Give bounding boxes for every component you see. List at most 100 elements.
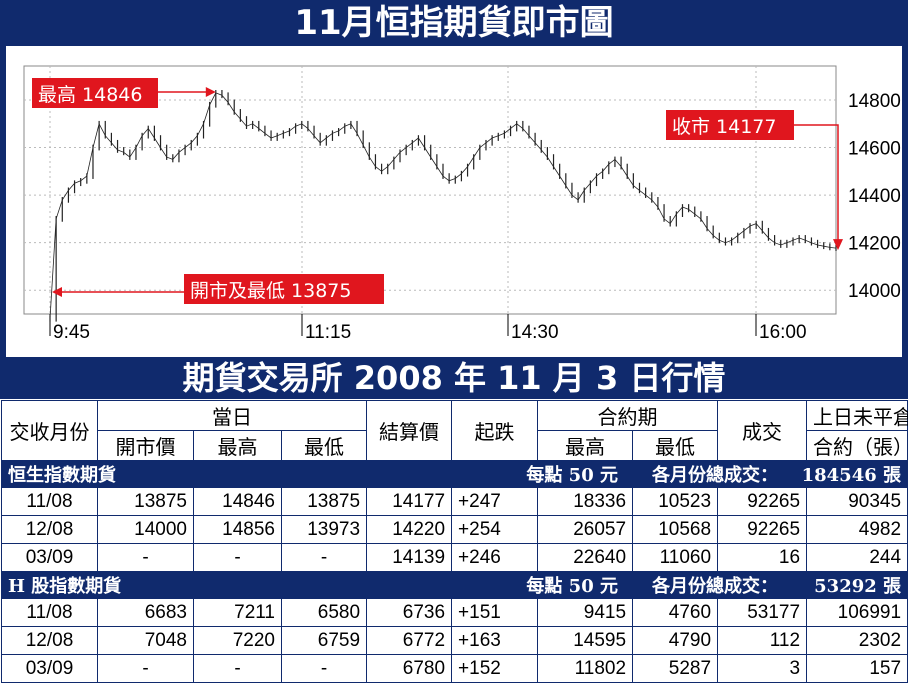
annotation-arrowhead-open-low [52,287,62,297]
table-title: 期貨交易所 2008 年 11 月 3 日行情 [0,357,908,399]
table-cell: 13973 [280,515,368,544]
section-header-content: H 股指數期貨 每點 50 元 各月份總成交： 53292 張 [8,572,901,598]
annotation-label-high: 最高 14846 [38,84,142,106]
header-cp-low: 最低 [632,430,719,461]
table-cell: - [193,543,282,572]
section-total-label: 各月份總成交： [652,576,778,597]
table-row: 11/08 13875 14846 13875 14177 +247 18336 10523 9… [1,487,908,516]
table-cell: 90345 [806,487,908,516]
table-cell: +246 [451,543,539,572]
table-cell: 6683 [97,598,194,627]
section-header-cell: 恒生指數期貨 每點 50 元 各月份總成交： 184546 張 [0,460,908,488]
table-cell: - [97,543,194,572]
header-contract-period: 合約期 [537,400,719,431]
table-cell: 5287 [632,654,719,683]
table-cell: +163 [451,626,539,655]
table-cell: 53177 [717,598,808,627]
table-cell: 13875 [280,487,368,516]
table-row: 03/09- - -6780 +152 11802 5287 3 157 [1,654,908,683]
annotation-box-open_low [184,274,384,304]
section-total: 184546 張 [801,465,902,486]
table-cell: 106991 [806,598,908,627]
x-tick-label: 9:45 [53,322,90,343]
plot-frame [23,65,837,315]
table-cell: 14846 [193,487,282,516]
section-name: 恒生指數期貨 [8,465,116,486]
price-line [49,92,837,319]
table-cell: 4982 [806,515,908,544]
table-cell: +152 [451,654,539,683]
table-cell: - [280,654,368,683]
table-row: 12/08 7048 7220 6759 6772 +163 14595 4790 112 230… [1,626,908,655]
table-cell: 6736 [366,598,453,627]
table-cell: 11060 [632,543,719,572]
y-tick-label: 14000 [848,281,901,302]
header-high: 最高 [193,430,282,461]
header-settle: 結算價 [366,400,453,461]
section-header-content: 恒生指數期貨 每點 50 元 各月份總成交： 184546 張 [8,461,901,487]
month-cell: 03/09 [1,543,98,572]
table-cell: +254 [451,515,539,544]
table-cell: 157 [806,654,908,683]
header-open: 開市價 [97,430,194,461]
table-row: 12/08 14000 14856 13973 14220 +254 26057 10568 9… [1,515,908,544]
table-cell: +247 [451,487,539,516]
annotation-box-high [32,78,158,108]
table-cell: 7048 [97,626,194,655]
y-tick-label: 14200 [848,234,901,255]
header-oi-line1: 上日未平倉 [806,400,908,431]
month-cell: 12/08 [1,515,98,544]
table-cell: 14595 [537,626,634,655]
header-oi-line2: 合約（張） [806,430,908,461]
x-tick-label: 14:30 [511,322,559,343]
section-header-cell: H 股指數期貨 每點 50 元 各月份總成交： 53292 張 [0,571,908,599]
table-cell: 14856 [193,515,282,544]
section-unit: 每點 50 元 [526,576,618,597]
header-low: 最低 [280,430,368,461]
table-cell: - [193,654,282,683]
table-cell: 14000 [97,515,194,544]
table-cell: 92265 [717,515,808,544]
x-tick-label: 16:00 [759,322,807,343]
table-cell: 11802 [537,654,634,683]
header-cp-high: 最高 [537,430,634,461]
table-cell: 244 [806,543,908,572]
price-chart: 14800 14600 14400 14200 14000 9:45 11:15 14:30 1… [23,65,901,343]
table-cell: 4790 [632,626,719,655]
y-tick-label: 14600 [848,139,901,160]
table-cell: 6772 [366,626,453,655]
header-row-1: 交收月份 當日 結算價 起跌 合約期 成交 上日未平倉 [1,400,908,461]
section-header: H 股指數期貨 每點 50 元 各月份總成交： 53292 張 [0,571,908,599]
futures-table-body: 交收月份 當日 結算價 起跌 合約期 成交 上日未平倉 開市價 最高 最低 最高… [0,400,908,683]
table-cell: 4760 [632,598,719,627]
table-cell: 22640 [537,543,634,572]
y-tick-label: 14800 [848,91,901,112]
month-cell: 11/08 [1,487,98,516]
table-cell: - [97,654,194,683]
table-cell: 18336 [537,487,634,516]
x-tick-label: 11:15 [305,322,351,343]
table-cell: 10523 [632,487,719,516]
table-cell: 14139 [366,543,453,572]
table-cell: 6780 [366,654,453,683]
header-month: 交收月份 [1,400,98,461]
table-row: 11/08 6683 7211 6580 6736 +151 9415 4760 53177 10… [1,598,908,627]
table-cell: 14220 [366,515,453,544]
table-cell: 7211 [193,598,282,627]
y-tick-label: 14400 [848,186,901,207]
table-cell: 92265 [717,487,808,516]
table-row: 03/09- - -14139 +246 22640 11060 16 244 [1,543,908,572]
table-cell: - [280,543,368,572]
table-cell: 6759 [280,626,368,655]
section-header: 恒生指數期貨 每點 50 元 各月份總成交： 184546 張 [0,460,908,488]
table-cell: +151 [451,598,539,627]
table-cell: 9415 [537,598,634,627]
table-cell: 16 [717,543,808,572]
table-cell: 10568 [632,515,719,544]
header-row-2: 開市價 最高 最低 最高 最低 合約（張） [2,430,908,461]
chart-area: 14800 14600 14400 14200 14000 9:45 11:15 14:30 1… [6,46,902,357]
annotation-label-open_low: 開市及最低 13875 [190,280,351,302]
annotation-label-close: 收市 14177 [672,116,776,138]
section-name: H 股指數期貨 [8,576,122,597]
